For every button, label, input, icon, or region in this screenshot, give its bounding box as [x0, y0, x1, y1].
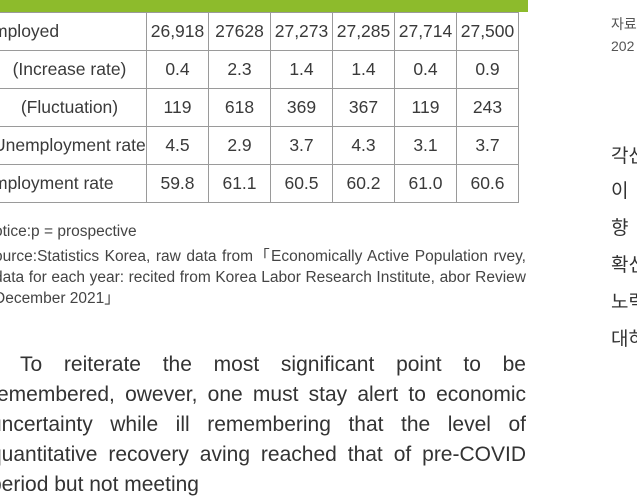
table-cell: 59.8	[146, 164, 209, 203]
table-cell: 1.4	[270, 50, 333, 89]
table-cell: 27,273	[270, 12, 333, 51]
row-label: (Increase rate)	[0, 50, 147, 89]
table-cell: 27,714	[394, 12, 457, 51]
table-row: (Increase rate) 0.4 2.3 1.4 1.4 0.4 0.9	[0, 50, 519, 89]
table-cell: 4.5	[146, 126, 209, 165]
table-cell: 3.7	[270, 126, 333, 165]
table-cell: 60.5	[270, 164, 333, 203]
table-cell: 618	[208, 88, 271, 127]
right-column-small-line-2: 202	[611, 38, 635, 54]
table-row: (Fluctuation) 119 618 369 367 119 243	[0, 88, 519, 127]
table-cell: 1.4	[332, 50, 395, 89]
table-cell: 119	[146, 88, 209, 127]
table-cell: 2.9	[208, 126, 271, 165]
table-header-strip	[0, 0, 528, 12]
table-cell: 60.6	[456, 164, 519, 203]
table-cell: 0.9	[456, 50, 519, 89]
table-cell: 2.3	[208, 50, 271, 89]
table-cell: 27,285	[332, 12, 395, 51]
row-label: Unemployment rate	[0, 126, 147, 165]
table-cell: 0.4	[394, 50, 457, 89]
employment-table: mployed 26,918 27628 27,273 27,285 27,714 27,5…	[0, 12, 519, 203]
table-cell: 0.4	[146, 50, 209, 89]
table-row: mployment rate 59.8 61.1 60.5 60.2 61.0 60.6	[0, 164, 519, 203]
table-row: mployed 26,918 27628 27,273 27,285 27,714 27,5…	[0, 12, 519, 51]
table-source: ource:Statistics Korea, raw data from「Ec…	[0, 248, 526, 307]
right-column-line-2: 이	[611, 181, 629, 202]
right-column-line-1: 각산	[611, 146, 637, 167]
row-label: mployed	[0, 12, 147, 51]
right-column-line-3: 향	[611, 218, 629, 239]
table-cell: 60.2	[332, 164, 395, 203]
table-cell: 61.1	[208, 164, 271, 203]
right-column-line-5: 노력	[611, 292, 637, 313]
row-label: mployment rate	[0, 164, 147, 203]
right-column-line-4: 확신	[611, 255, 637, 276]
table-cell: 4.3	[332, 126, 395, 165]
table-notice: otice:p = prospective	[0, 223, 137, 240]
table-cell: 243	[456, 88, 519, 127]
body-paragraph: To reiterate the most significant point …	[0, 353, 526, 496]
table-cell: 3.7	[456, 126, 519, 165]
table-cell: 3.1	[394, 126, 457, 165]
right-column-line-6: 대하	[611, 329, 637, 350]
table-cell: 27,500	[456, 12, 519, 51]
row-label: (Fluctuation)	[0, 88, 147, 127]
table-cell: 369	[270, 88, 333, 127]
table-cell: 61.0	[394, 164, 457, 203]
right-column-small-line-1: 자료	[611, 16, 637, 32]
table-row: Unemployment rate 4.5 2.9 3.7 4.3 3.1 3.7	[0, 126, 519, 165]
table-cell: 367	[332, 88, 395, 127]
table-cell: 119	[394, 88, 457, 127]
table-cell: 27628	[208, 12, 271, 51]
table-cell: 26,918	[146, 12, 209, 51]
